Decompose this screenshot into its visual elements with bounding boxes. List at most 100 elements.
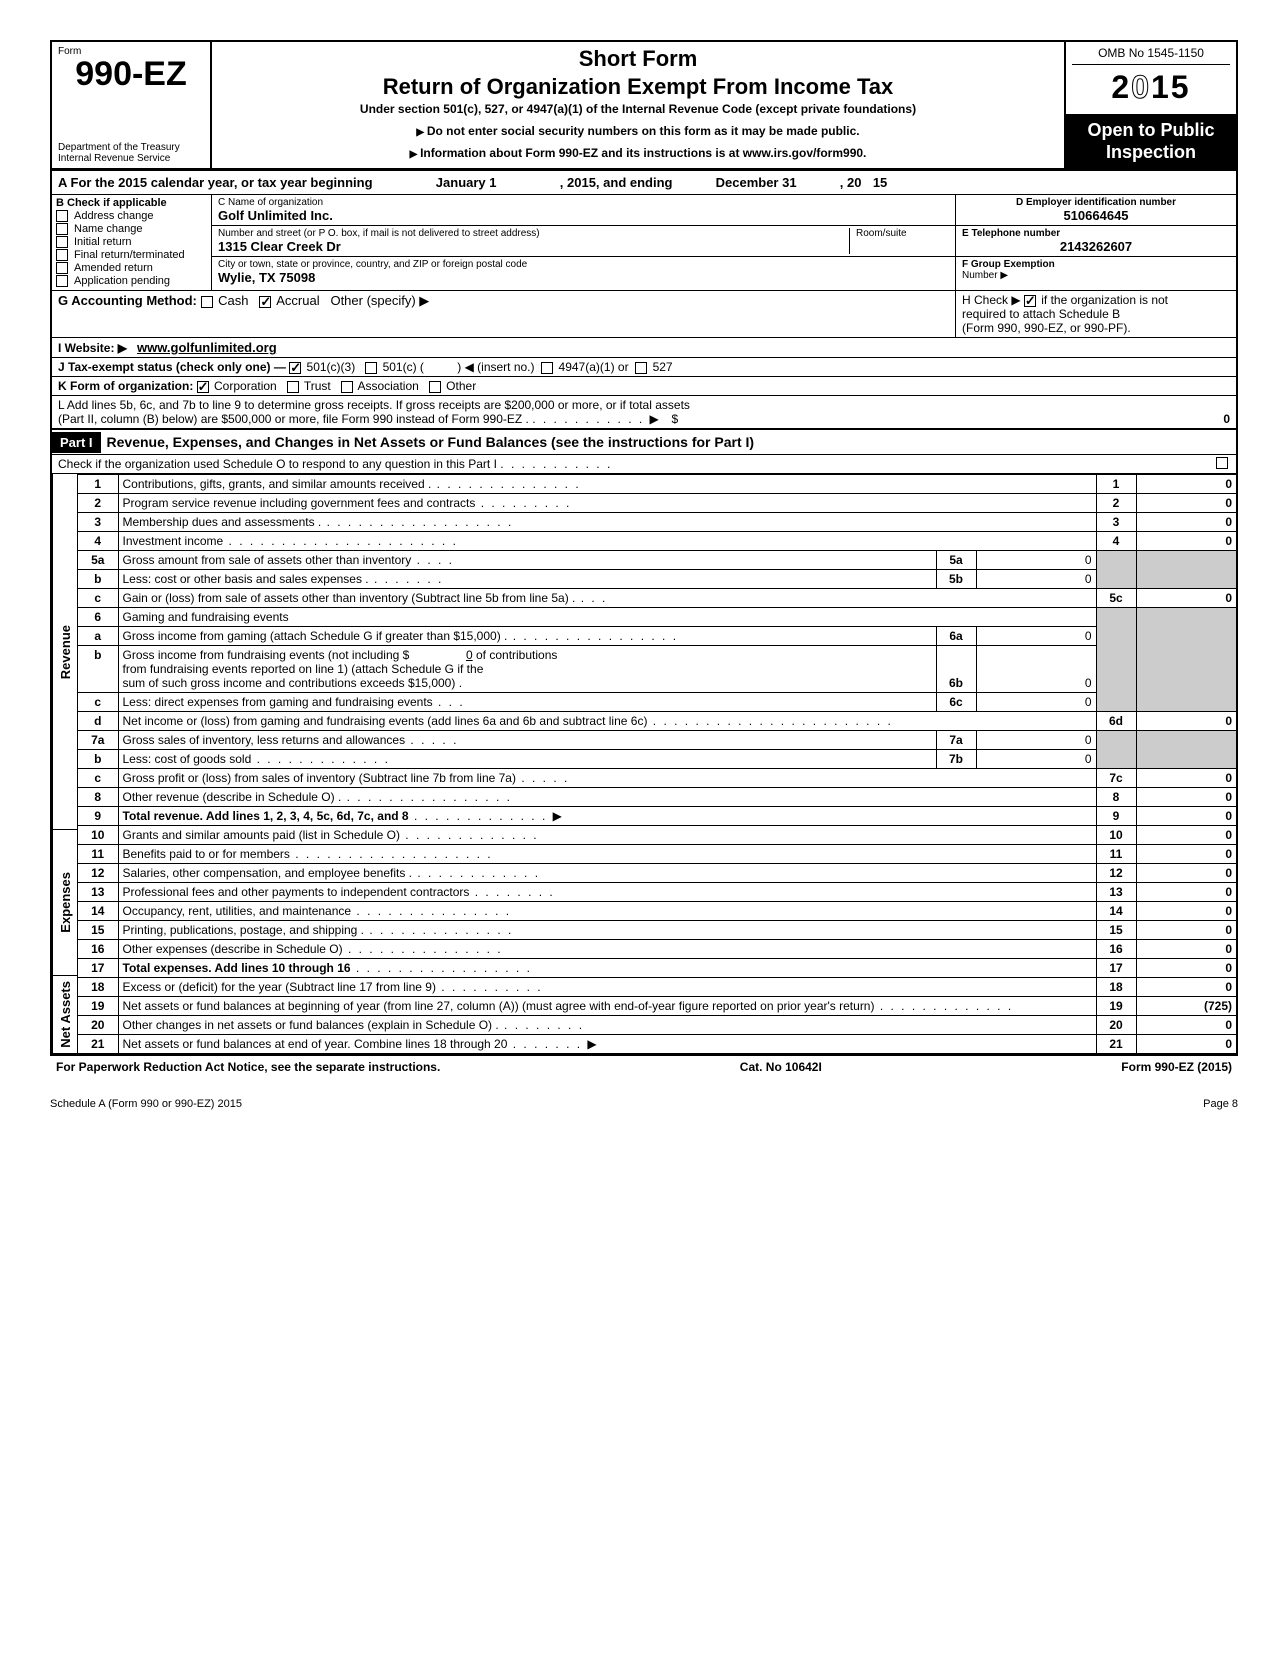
form-number: 990-EZ (58, 57, 204, 91)
line-3: 3Membership dues and assessments . . . .… (78, 513, 1236, 532)
dept-public-row: Department of the Treasury Internal Reve… (52, 114, 1236, 171)
chk-name-change[interactable]: Name change (56, 223, 207, 235)
line-10: 10Grants and similar amounts paid (list … (78, 826, 1236, 845)
line-21: 21Net assets or fund balances at end of … (78, 1035, 1236, 1054)
line-16: 16Other expenses (describe in Schedule O… (78, 940, 1236, 959)
chk-cash[interactable] (201, 296, 213, 308)
chk-amended-return[interactable]: Amended return (56, 262, 207, 274)
chk-trust[interactable] (287, 381, 299, 393)
irs-label: Internal Revenue Service (58, 153, 180, 164)
dept-cell: Department of the Treasury Internal Reve… (52, 114, 212, 168)
form-990ez-container: Form 990-EZ Short Form Return of Organiz… (50, 40, 1238, 1056)
line-4: 4Investment income . . . . . . . . . . .… (78, 532, 1236, 551)
page-footer: Schedule A (Form 990 or 990-EZ) 2015 Pag… (50, 1098, 1238, 1110)
side-label-net-assets: Net Assets (52, 976, 78, 1055)
section-l: L Add lines 5b, 6c, and 7b to line 9 to … (52, 396, 1236, 430)
footer-row: For Paperwork Reduction Act Notice, see … (50, 1056, 1238, 1078)
period-year-suffix: , 20 (840, 175, 862, 190)
paperwork-notice: For Paperwork Reduction Act Notice, see … (56, 1060, 440, 1074)
l-text2: (Part II, column (B) below) are $500,000… (58, 412, 529, 426)
city-value: Wylie, TX 75098 (218, 270, 949, 285)
open-to-public: Open to Public Inspection (1066, 114, 1236, 169)
chk-accrual[interactable] (259, 296, 271, 308)
main-table-wrap: Revenue Expenses Net Assets 1Contributio… (52, 474, 1236, 1054)
chk-4947[interactable] (541, 362, 553, 374)
section-b-header: B Check if applicable (56, 197, 207, 209)
ein-row: D Employer identification number 5106646… (956, 195, 1236, 226)
group-exemption-row: F Group Exemption Number ▶ (956, 257, 1236, 283)
room-label: Room/suite (856, 228, 949, 239)
chk-address-change[interactable]: Address change (56, 210, 207, 222)
period-year-val: 15 (865, 175, 895, 190)
part-1-table: 1Contributions, gifts, grants, and simil… (78, 474, 1236, 1054)
chk-527[interactable] (635, 362, 647, 374)
line-5b: bLess: cost or other basis and sales exp… (78, 570, 1236, 589)
tax-exempt-row: J Tax-exempt status (check only one) — 5… (52, 358, 1236, 377)
line-11: 11Benefits paid to or for members . . . … (78, 845, 1236, 864)
schedule-a-ref: Schedule A (Form 990 or 990-EZ) 2015 (50, 1098, 242, 1110)
website-label: I Website: ▶ (58, 341, 127, 355)
city-label: City or town, state or province, country… (218, 259, 949, 270)
other-specify: Other (specify) ▶ (330, 293, 429, 308)
l-dots: . . . . . . . . . . . ▶ $ (532, 412, 680, 426)
period-begin: January 1 (376, 175, 556, 190)
org-name-row: C Name of organization Golf Unlimited In… (212, 195, 955, 226)
line-5a: 5aGross amount from sale of assets other… (78, 551, 1236, 570)
line-12: 12Salaries, other compensation, and empl… (78, 864, 1236, 883)
l-text1: L Add lines 5b, 6c, and 7b to line 9 to … (58, 398, 1230, 412)
line-13: 13Professional fees and other payments t… (78, 883, 1236, 902)
city-row: City or town, state or province, country… (212, 257, 955, 287)
chk-initial-return[interactable]: Initial return (56, 236, 207, 248)
street-label: Number and street (or P O. box, if mail … (218, 228, 849, 239)
line-6a: aGross income from gaming (attach Schedu… (78, 627, 1236, 646)
spacer (212, 114, 1066, 169)
section-h: H Check ▶ if the organization is not req… (956, 291, 1236, 337)
street-value: 1315 Clear Creek Dr (218, 239, 849, 254)
section-def: D Employer identification number 5106646… (956, 195, 1236, 290)
website-row: I Website: ▶ www.golfunlimited.org (52, 338, 1236, 358)
chk-application-pending[interactable]: Application pending (56, 275, 207, 287)
public-line2: Inspection (1068, 142, 1234, 164)
tax-period-row: A For the 2015 calendar year, or tax yea… (52, 171, 1236, 195)
line-5c: cGain or (loss) from sale of assets othe… (78, 589, 1236, 608)
chk-501c-other[interactable] (365, 362, 377, 374)
part-1-label: Part I (52, 432, 101, 453)
line-18: 18Excess or (deficit) for the year (Subt… (78, 978, 1236, 997)
chk-final-return[interactable]: Final return/terminated (56, 249, 207, 261)
period-label: A For the 2015 calendar year, or tax yea… (58, 175, 373, 190)
side-label-revenue: Revenue (52, 474, 78, 830)
line-2: 2Program service revenue including gover… (78, 494, 1236, 513)
website-value: www.golfunlimited.org (137, 340, 277, 355)
group-exemption-number: Number ▶ (962, 270, 1230, 281)
phone-value: 2143262607 (962, 239, 1230, 254)
line-1: 1Contributions, gifts, grants, and simil… (78, 475, 1236, 494)
chk-501c3[interactable] (289, 362, 301, 374)
j-label: J Tax-exempt status (check only one) — (58, 360, 286, 374)
chk-schedule-o[interactable] (1216, 457, 1228, 469)
line-19: 19Net assets or fund balances at beginni… (78, 997, 1236, 1016)
chk-corporation[interactable] (197, 381, 209, 393)
schedule-o-text: Check if the organization used Schedule … (58, 457, 497, 471)
line-15: 15Printing, publications, postage, and s… (78, 921, 1236, 940)
info-grid: B Check if applicable Address change Nam… (52, 195, 1236, 291)
line-20: 20Other changes in net assets or fund ba… (78, 1016, 1236, 1035)
period-end: December 31 (676, 175, 836, 190)
group-exemption-label: F Group Exemption (962, 259, 1230, 270)
l-amount: 0 (1223, 412, 1230, 426)
section-g: G Accounting Method: Cash Accrual Other … (52, 291, 956, 337)
line-7c: cGross profit or (loss) from sales of in… (78, 769, 1236, 788)
chk-no-schedule-b[interactable] (1024, 295, 1036, 307)
org-name-label: C Name of organization (218, 197, 949, 208)
chk-association[interactable] (341, 381, 353, 393)
g-label: G Accounting Method: (58, 293, 197, 308)
line-7a: 7aGross sales of inventory, less returns… (78, 731, 1236, 750)
schedule-o-check-row: Check if the organization used Schedule … (52, 455, 1236, 474)
public-line1: Open to Public (1068, 120, 1234, 142)
part-1-title: Revenue, Expenses, and Changes in Net As… (101, 430, 761, 454)
phone-label: E Telephone number (962, 228, 1230, 239)
line-6b: bGross income from fundraising events (n… (78, 646, 1236, 693)
line-9: 9Total revenue. Add lines 1, 2, 3, 4, 5c… (78, 807, 1236, 826)
k-label: K Form of organization: (58, 379, 193, 393)
chk-other-org[interactable] (429, 381, 441, 393)
org-name-value: Golf Unlimited Inc. (218, 208, 949, 223)
